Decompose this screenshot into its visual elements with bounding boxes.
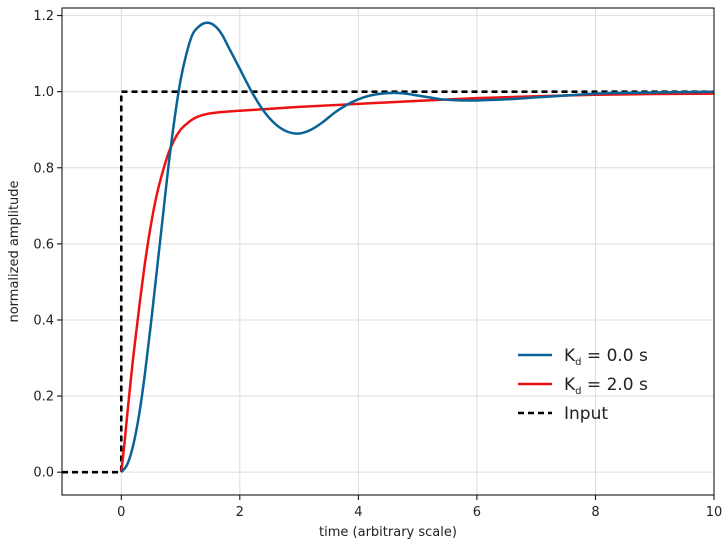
y-tick-label: 0.2 [33, 390, 54, 405]
legend-label-0: Kd = 0.0 s [564, 346, 648, 368]
y-tick-label: 0.4 [33, 313, 54, 328]
y-axis-label: normalized amplitude [7, 180, 22, 322]
series-group [62, 21, 715, 474]
x-tick-label: 8 [591, 505, 599, 520]
y-tick-label: 1.0 [33, 85, 54, 100]
x-tick-label: 4 [354, 505, 362, 520]
x-tick-label: 10 [706, 505, 723, 520]
legend-label-2: Input [564, 404, 608, 424]
x-tick-label: 0 [117, 505, 125, 520]
legend-label-1: Kd = 2.0 s [564, 375, 648, 397]
series-line-0 [120, 21, 715, 474]
legend-label-sub: d [575, 386, 581, 397]
legend-label-main: K [564, 346, 576, 366]
plot-frame [61, 7, 715, 496]
legend-label-main: Input [564, 404, 608, 424]
y-tick-label: 0.0 [33, 466, 54, 481]
x-tick-label: 6 [473, 505, 481, 520]
y-tick-label: 0.8 [33, 161, 54, 176]
y-tick-label: 0.6 [33, 237, 54, 252]
legend-label-rest: = 2.0 s [582, 375, 648, 395]
ticks: 0 2 4 6 8 10 0.0 0.2 0.4 0.6 0.8 1.0 1.2 [33, 9, 722, 520]
legend-label-main: K [564, 375, 576, 395]
series-line-1 [120, 92, 715, 473]
y-tick-label: 1.2 [33, 9, 54, 24]
legend-label-sub: d [575, 357, 581, 368]
legend-label-rest: = 0.0 s [582, 346, 648, 366]
x-axis-label: time (arbitrary scale) [319, 525, 457, 540]
x-tick-label: 2 [236, 505, 244, 520]
